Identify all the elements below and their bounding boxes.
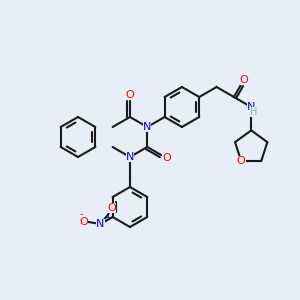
Text: N: N <box>96 219 105 229</box>
Text: H: H <box>250 107 257 117</box>
Text: O: O <box>126 90 134 100</box>
Text: O: O <box>239 75 248 85</box>
Text: O: O <box>162 153 171 163</box>
Text: N: N <box>247 102 255 112</box>
Text: +: + <box>104 213 111 222</box>
Text: -: - <box>80 209 83 219</box>
Text: N: N <box>126 152 134 162</box>
Text: O: O <box>79 217 88 227</box>
Text: O: O <box>107 203 116 213</box>
Text: N: N <box>143 122 152 132</box>
Text: O: O <box>237 156 246 166</box>
